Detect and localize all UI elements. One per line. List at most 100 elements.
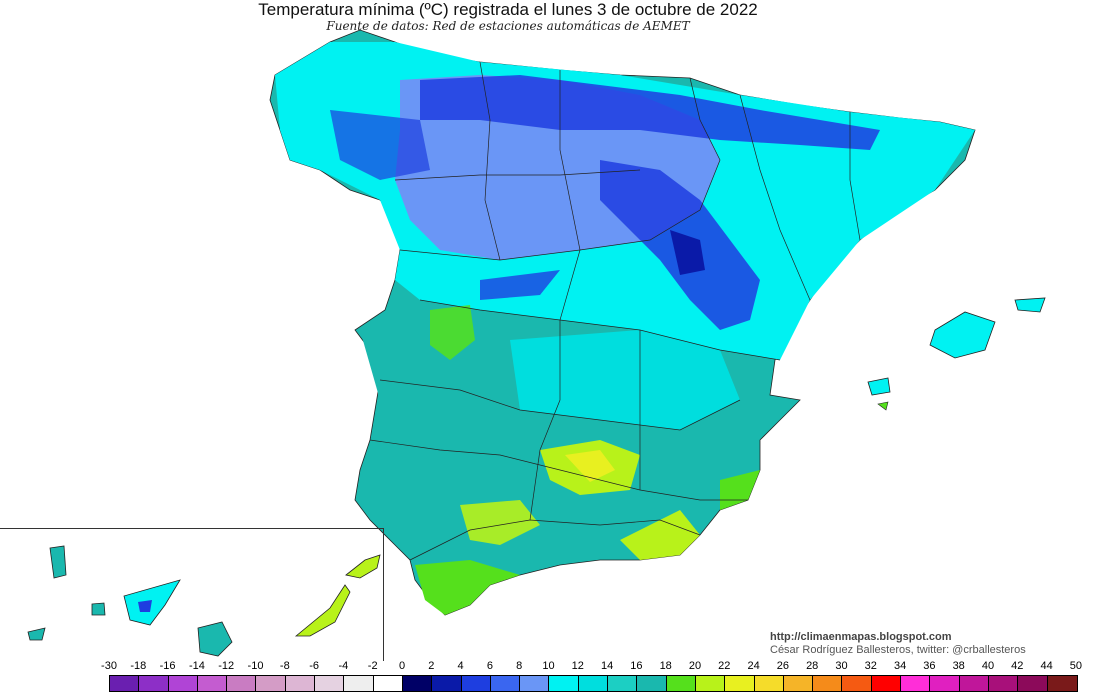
ibiza [867, 377, 891, 396]
legend-tick: -6 [309, 660, 319, 672]
legend-tick: 44 [1040, 660, 1053, 672]
legend-tick: 6 [486, 660, 493, 672]
legend-swatch [520, 676, 550, 691]
legend-swatch [871, 676, 902, 691]
legend-swatch [197, 676, 228, 691]
legend-tick: 14 [600, 660, 614, 672]
la-palma [49, 545, 67, 579]
cantabrian-cold [420, 75, 880, 150]
legend-tick: 12 [571, 660, 584, 672]
teide-core [138, 600, 152, 612]
legend-swatch [1047, 676, 1077, 691]
legend-swatch [901, 676, 931, 691]
south-coast-green [415, 560, 520, 615]
legend-swatch [754, 676, 784, 691]
galicia-coast [280, 50, 360, 120]
legend-tick: -16 [159, 660, 176, 672]
legend-tick: 26 [776, 660, 790, 672]
legend-tick: 22 [718, 660, 731, 672]
legend-swatch [110, 676, 140, 691]
galicia-cold [330, 110, 430, 180]
legend-tick: -30 [101, 660, 117, 672]
legend-tick: 42 [1011, 660, 1024, 672]
legend-swatch [139, 676, 169, 691]
author-credit: César Rodríguez Ballesteros, twitter: @c… [770, 644, 1026, 656]
legend-tick: 18 [659, 660, 672, 672]
legend-tick: 24 [747, 660, 760, 672]
lanzarote [345, 554, 381, 579]
extremadura-teal [360, 315, 560, 420]
map-title: Temperatura mínima (ºC) registrada el lu… [258, 0, 758, 19]
legend-tick: -2 [367, 660, 378, 672]
credits: http://climaenmapas.blogspot.com César R… [770, 631, 1026, 657]
legend-tick: 40 [981, 660, 995, 672]
fuerteventura [294, 584, 351, 637]
legend-tick: 36 [923, 660, 936, 672]
legend-tick: 34 [893, 660, 907, 672]
legend-swatch [432, 676, 462, 691]
legend-tick: -14 [188, 660, 205, 672]
tenerife [123, 579, 181, 626]
legend-swatch [783, 676, 814, 691]
color-legend [109, 675, 1078, 692]
legend-swatch [695, 676, 726, 691]
almeria-green [620, 510, 700, 560]
legend-swatch [608, 676, 638, 691]
legend-swatch [315, 676, 345, 691]
el-hierro [27, 627, 46, 641]
legend-tick: 8 [516, 660, 523, 672]
legend-swatch [842, 676, 872, 691]
legend-swatch [285, 676, 316, 691]
mallorca [929, 311, 996, 359]
legend-tick: 30 [835, 660, 848, 672]
legend-tick: 4 [457, 660, 464, 672]
legend-swatch [988, 676, 1019, 691]
legend-tick: 32 [864, 660, 877, 672]
guadalquivir-yellow [565, 450, 615, 482]
la-mancha [510, 330, 740, 430]
legend-tick: 0 [398, 660, 406, 672]
province-borders [369, 61, 861, 561]
la-gomera [91, 602, 106, 616]
legend-tick: 38 [952, 660, 965, 672]
menorca [1014, 297, 1046, 313]
legend-swatch [578, 676, 609, 691]
legend-tick: -12 [218, 660, 235, 672]
legend-swatch [402, 676, 433, 691]
legend-swatch [344, 676, 374, 691]
legend-swatch [666, 676, 696, 691]
legend-tick: 2 [428, 660, 435, 672]
legend-swatch [725, 676, 755, 691]
legend-tick: -18 [130, 660, 147, 672]
legend-swatch [549, 676, 579, 691]
canary-islands-inset-frame [0, 528, 384, 661]
legend-tick-labels: -30 -18 -16 -14 -12 -10 -8 -6 -4 -2 0 2 4 6 8 10 12 14 16 1… [98, 660, 1088, 674]
legend-tick: 10 [542, 660, 555, 672]
legend-swatch [930, 676, 960, 691]
legend-swatch [227, 676, 257, 691]
dark-core [670, 230, 705, 275]
central-cold [480, 270, 560, 300]
legend-swatch [813, 676, 843, 691]
blog-url[interactable]: http://climaenmapas.blogspot.com [770, 631, 952, 643]
legend-tick: 28 [806, 660, 819, 672]
legend-swatch [1018, 676, 1048, 691]
legend-tick: 20 [688, 660, 702, 672]
legend-tick: -4 [338, 660, 349, 672]
formentera [877, 401, 889, 411]
legend-swatch [490, 676, 521, 691]
malaga-warm [460, 500, 540, 545]
legend-swatch [256, 676, 286, 691]
legend-tick: 50 [1069, 660, 1083, 672]
legend-swatch [637, 676, 667, 691]
extremadura-green [430, 305, 475, 360]
legend-swatch [461, 676, 491, 691]
legend-tick: -10 [247, 660, 264, 672]
gran-canaria [197, 621, 233, 657]
legend-swatch [168, 676, 198, 691]
legend-swatch [959, 676, 989, 691]
legend-swatch [373, 676, 403, 691]
map-subtitle: Fuente de datos: Red de estaciones autom… [326, 19, 690, 33]
legend-tick: 16 [630, 660, 643, 672]
